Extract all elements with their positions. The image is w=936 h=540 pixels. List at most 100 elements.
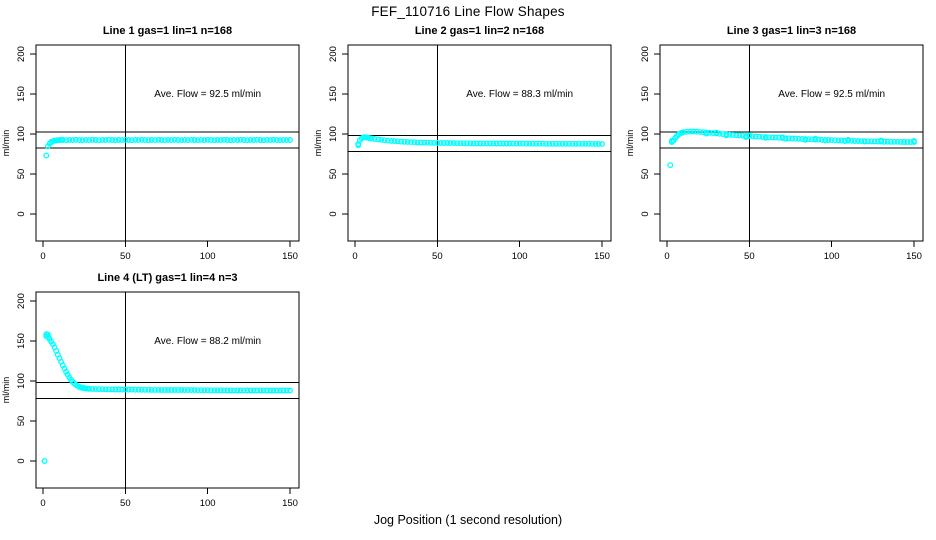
x-tick-label: 0 <box>40 251 45 262</box>
data-point <box>145 137 152 144</box>
data-point <box>138 386 145 393</box>
data-point <box>96 386 102 393</box>
data-point <box>506 140 513 147</box>
data-point <box>391 138 398 145</box>
data-point <box>907 139 914 146</box>
data-point <box>257 387 264 394</box>
data-point <box>706 129 713 136</box>
panel-line-2: Line 2 gas=1 lin=2 n=168 0 50 100 150 0 50 100 1… <box>312 20 624 266</box>
chart-line-3-gas-1-lin-3-n-168: Line 3 gas=1 lin=3 n=168 0 50 100 150 0 50 100 1… <box>625 25 924 262</box>
data-point <box>231 387 237 394</box>
data-point <box>431 139 437 146</box>
data-point <box>168 387 175 393</box>
data-point <box>693 128 700 135</box>
data-point <box>43 152 50 159</box>
data-point <box>211 387 218 394</box>
data-point <box>175 387 181 393</box>
data-point <box>789 135 796 142</box>
data-point <box>82 136 89 143</box>
data-point <box>234 137 241 144</box>
data-point <box>566 140 573 147</box>
data-point <box>217 387 224 394</box>
data-point <box>795 135 802 142</box>
y-tick-label: 0 <box>16 458 27 463</box>
data-point <box>217 137 224 144</box>
plot-box <box>347 44 612 242</box>
avg-flow-annotation: Ave. Flow = 88.2 ml/min <box>154 336 261 347</box>
data-point <box>148 136 155 143</box>
data-point <box>184 137 191 144</box>
data-point <box>769 134 776 141</box>
data-point <box>371 136 378 142</box>
data-point <box>247 136 254 143</box>
data-point <box>119 386 125 393</box>
data-point <box>178 387 185 393</box>
data-point <box>881 138 888 145</box>
data-point <box>559 140 566 147</box>
data-point <box>759 133 766 140</box>
data-point <box>772 134 779 141</box>
data-point <box>115 386 122 393</box>
y-tick-label: 150 <box>328 86 339 102</box>
data-point <box>539 140 546 147</box>
data-point <box>250 137 257 144</box>
panel-line-4: Line 4 (LT) gas=1 lin=4 n=3 0 50 100 150 0 50 1… <box>0 267 312 513</box>
data-point <box>493 140 500 147</box>
data-point <box>287 387 293 394</box>
data-point <box>231 136 237 143</box>
data-point <box>841 138 848 144</box>
data-point <box>201 387 208 394</box>
data-point <box>417 139 424 146</box>
data-point <box>270 387 277 394</box>
data-point <box>69 137 76 144</box>
x-tick-label: 150 <box>594 251 610 262</box>
data-point <box>891 138 898 145</box>
data-point <box>805 136 812 143</box>
data-point <box>208 137 214 143</box>
data-point <box>86 137 93 144</box>
data-point <box>109 386 116 393</box>
data-point <box>752 133 759 140</box>
data-point <box>523 140 530 147</box>
data-point <box>543 140 549 147</box>
data-point <box>178 137 185 144</box>
data-point <box>904 139 911 145</box>
x-tick-label: 100 <box>200 498 216 509</box>
data-point <box>473 140 480 147</box>
data-point <box>204 387 211 394</box>
avg-flow-annotation: Ave. Flow = 92.5 ml/min <box>778 89 885 100</box>
data-point <box>112 137 119 144</box>
avg-flow-annotation: Ave. Flow = 92.5 ml/min <box>154 89 261 100</box>
data-point <box>267 387 274 394</box>
data-point <box>138 136 145 143</box>
data-point <box>487 140 493 147</box>
data-point <box>41 458 48 464</box>
data-point <box>142 386 149 393</box>
data-point <box>72 136 79 143</box>
data-point <box>812 135 819 142</box>
data-point <box>102 386 109 393</box>
data-point <box>254 136 261 143</box>
data-point <box>749 133 756 140</box>
data-point <box>264 136 270 143</box>
data-point <box>822 137 829 144</box>
data-point <box>142 137 149 143</box>
data-point <box>897 138 904 145</box>
data-point <box>500 140 507 147</box>
data-point <box>198 387 205 394</box>
y-tick-label: 200 <box>16 293 27 309</box>
data-point <box>888 138 894 145</box>
data-point <box>135 137 142 144</box>
x-tick-label: 50 <box>120 251 131 262</box>
data-point <box>470 140 477 147</box>
data-point <box>414 139 421 146</box>
data-point <box>214 387 221 394</box>
data-point <box>444 140 451 146</box>
data-point <box>260 137 267 144</box>
y-axis-label: ml/min <box>625 130 635 157</box>
data-point <box>683 128 690 135</box>
y-tick-label: 50 <box>16 169 27 180</box>
data-point <box>756 133 763 140</box>
data-point <box>878 137 885 144</box>
